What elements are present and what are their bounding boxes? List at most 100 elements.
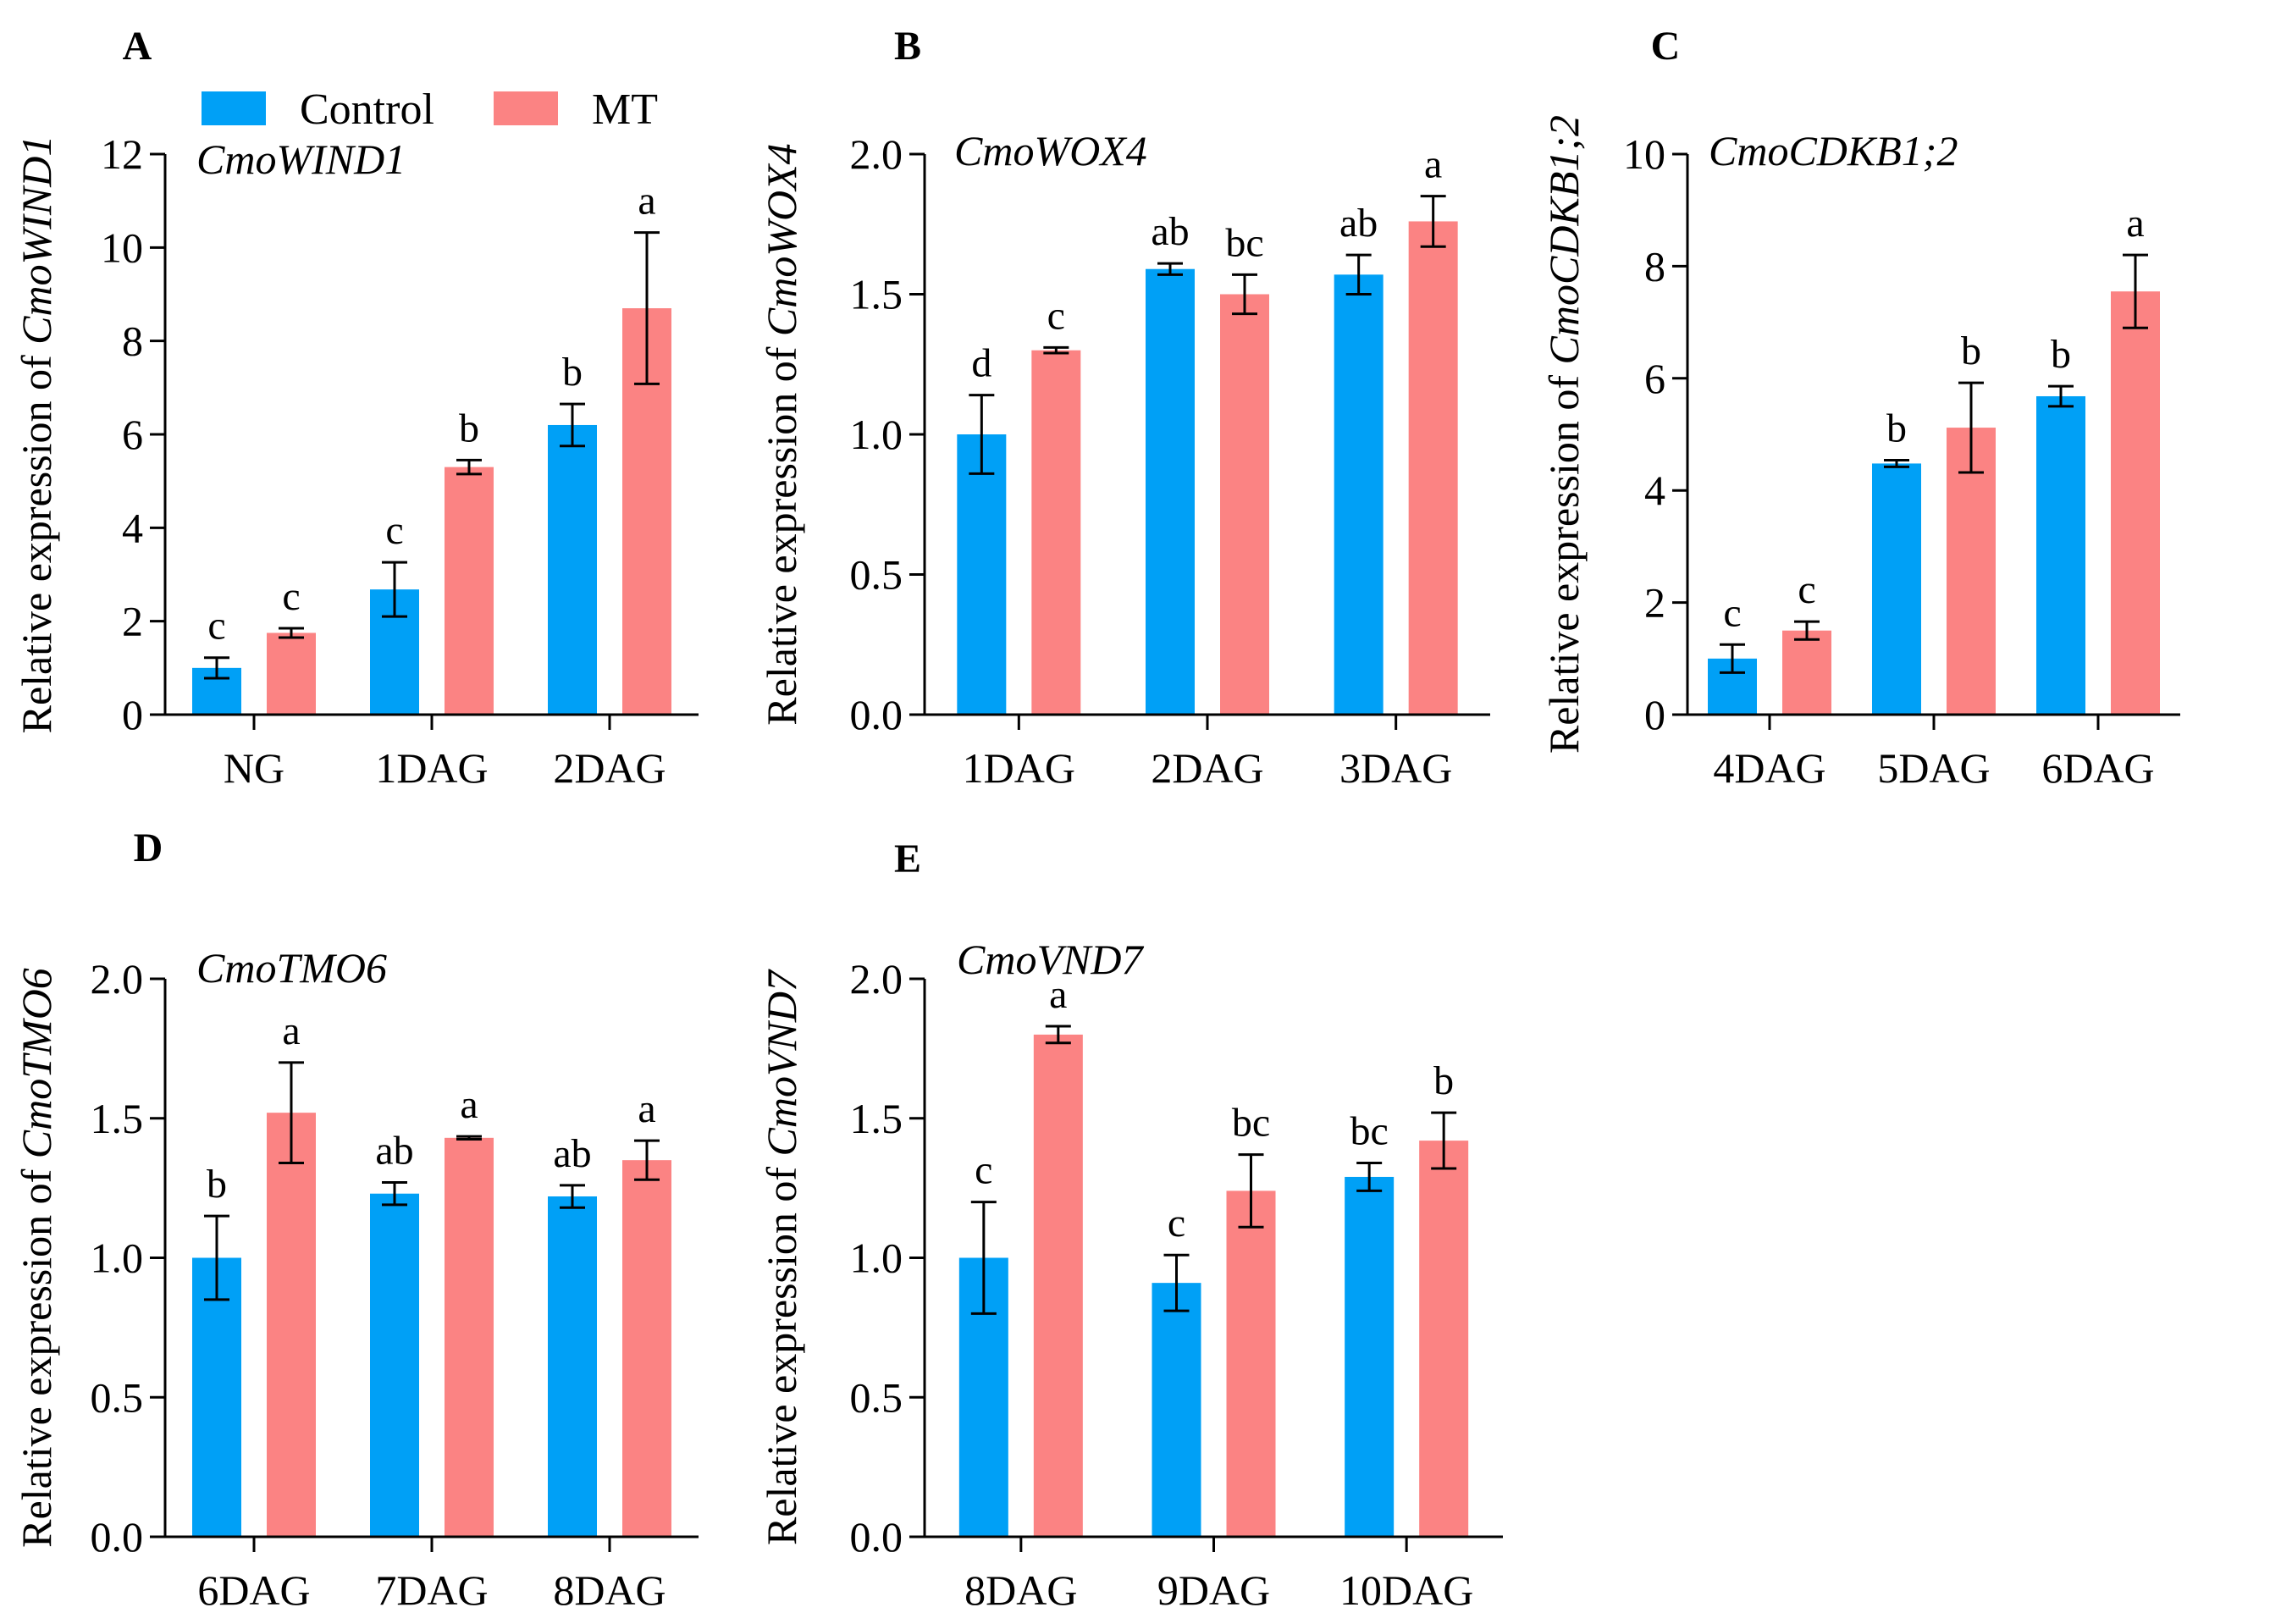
y-axis-label-prefix: Relative expression of [1540,364,1588,754]
significance-letter: b [459,406,479,450]
panel-letter: C [1651,24,1681,69]
error-bar [2123,253,2148,329]
legend-label-mt: MT [592,86,658,134]
bar-mt-6dag [2111,291,2160,715]
y-tick-label: 1.5 [850,1095,903,1142]
significance-letter: a [638,179,655,224]
y-tick-label: 0.5 [91,1373,144,1421]
bar-control-7dag [370,1193,419,1537]
x-tick-label: 6DAG [2041,744,2154,792]
bar-control-5dag [1872,463,1921,715]
y-axis-label-gene: CmoWOX4 [758,143,805,336]
error-bar [1958,381,1984,474]
y-axis-label-prefix: Relative expression of [13,1158,60,1548]
y-axis-label-gene: CmoWIND1 [13,135,60,345]
y-tick-label: 2 [1644,579,1665,627]
bar-mt-9dag [1226,1190,1276,1537]
y-tick-label: 6 [122,411,143,458]
significance-letter: c [282,574,300,619]
error-bar [560,402,585,448]
error-bar [382,561,407,618]
y-tick-label: 1.0 [91,1235,144,1282]
y-axis-label-prefix: Relative expression of [758,336,805,726]
bar-mt-2dag [1220,294,1269,715]
error-bar [634,1139,660,1181]
y-tick-label: 0.0 [850,1513,903,1560]
error-bar [1045,1025,1071,1045]
x-tick-label: 5DAG [1877,744,1990,792]
error-bar [456,1135,482,1141]
bar-control-1dag [957,434,1007,715]
significance-letter: c [975,1148,992,1193]
y-tick-label: 1.5 [850,271,903,318]
gene-title: CmoWOX4 [954,127,1147,174]
significance-letter: a [282,1008,300,1053]
significance-letter: b [1433,1058,1454,1103]
y-tick-label: 2.0 [850,955,903,1003]
axes [163,979,699,1538]
significance-letter: ab [375,1129,413,1174]
significance-letter: c [1168,1201,1185,1246]
panel-c: C CmoCDKB1;2 Relative expression of CmoCDK… [1540,24,2180,792]
y-tick-label: 0.0 [850,691,903,738]
error-bar [1431,1111,1457,1170]
y-axis-label: Relative expression of CmoWOX4 [758,143,805,725]
y-tick-label: 2.0 [91,955,144,1003]
x-tick-label: 4DAG [1713,744,1825,792]
significance-letter: b [2051,332,2071,377]
bar-mt-4dag [1782,630,1831,715]
error-bar [1356,1161,1383,1192]
x-tick-label: 6DAG [197,1566,310,1614]
bar-control-6dag [192,1257,241,1537]
error-bar [279,627,304,639]
x-tick-label: 10DAG [1339,1566,1473,1614]
significance-letter: bc [1225,220,1263,265]
significance-letter: b [1961,329,1981,373]
x-tick-label: 3DAG [1339,744,1452,792]
bar-mt-7dag [445,1137,494,1537]
bar-control-8dag [548,1196,597,1537]
x-tick-label: 1DAG [375,744,488,792]
error-bar [969,394,995,475]
bar-control-2dag [548,424,597,715]
error-bar [1345,253,1372,296]
significance-letter: c [1798,567,1815,612]
x-tick-label: 8DAG [553,1566,666,1614]
gene-title: CmoCDKB1;2 [1709,127,1958,174]
y-axis-label-gene: CmoTMO6 [13,968,60,1158]
y-axis-label-prefix: Relative expression of [13,345,60,734]
axes [163,154,699,716]
legend: Control MT [202,86,658,134]
y-tick-label: 1.0 [850,411,903,458]
bar-mt-3dag [1408,221,1458,715]
error-bar [382,1181,407,1207]
bar-mt-5dag [1947,428,1996,715]
error-bar [1238,1153,1264,1229]
error-bar [1720,643,1745,674]
y-tick-label: 8 [1644,242,1665,290]
axes [923,154,1490,716]
y-tick-label: 8 [122,318,143,365]
x-tick-label: 2DAG [1151,744,1263,792]
y-tick-label: 10 [1623,130,1665,178]
x-tick-label: 7DAG [375,1566,488,1614]
y-axis-label: Relative expression of CmoCDKB1;2 [1540,115,1588,754]
significance-letter: c [385,508,403,553]
bar-mt-6dag [267,1113,316,1537]
significance-letter: bc [1350,1108,1389,1153]
error-bar [1794,620,1820,641]
significance-letter: b [562,350,583,395]
significance-letter: ab [553,1131,591,1176]
significance-letter: b [207,1162,227,1207]
legend-label-control: Control [300,86,434,134]
gene-title: CmoTMO6 [196,944,387,992]
error-bar [1157,262,1183,276]
panel-letter: D [134,826,163,870]
bar-control-9dag [1152,1283,1201,1537]
y-tick-label: 0 [1644,691,1665,738]
error-bar [204,656,229,680]
y-tick-label: 10 [101,224,143,271]
significance-letter: c [1723,590,1741,635]
